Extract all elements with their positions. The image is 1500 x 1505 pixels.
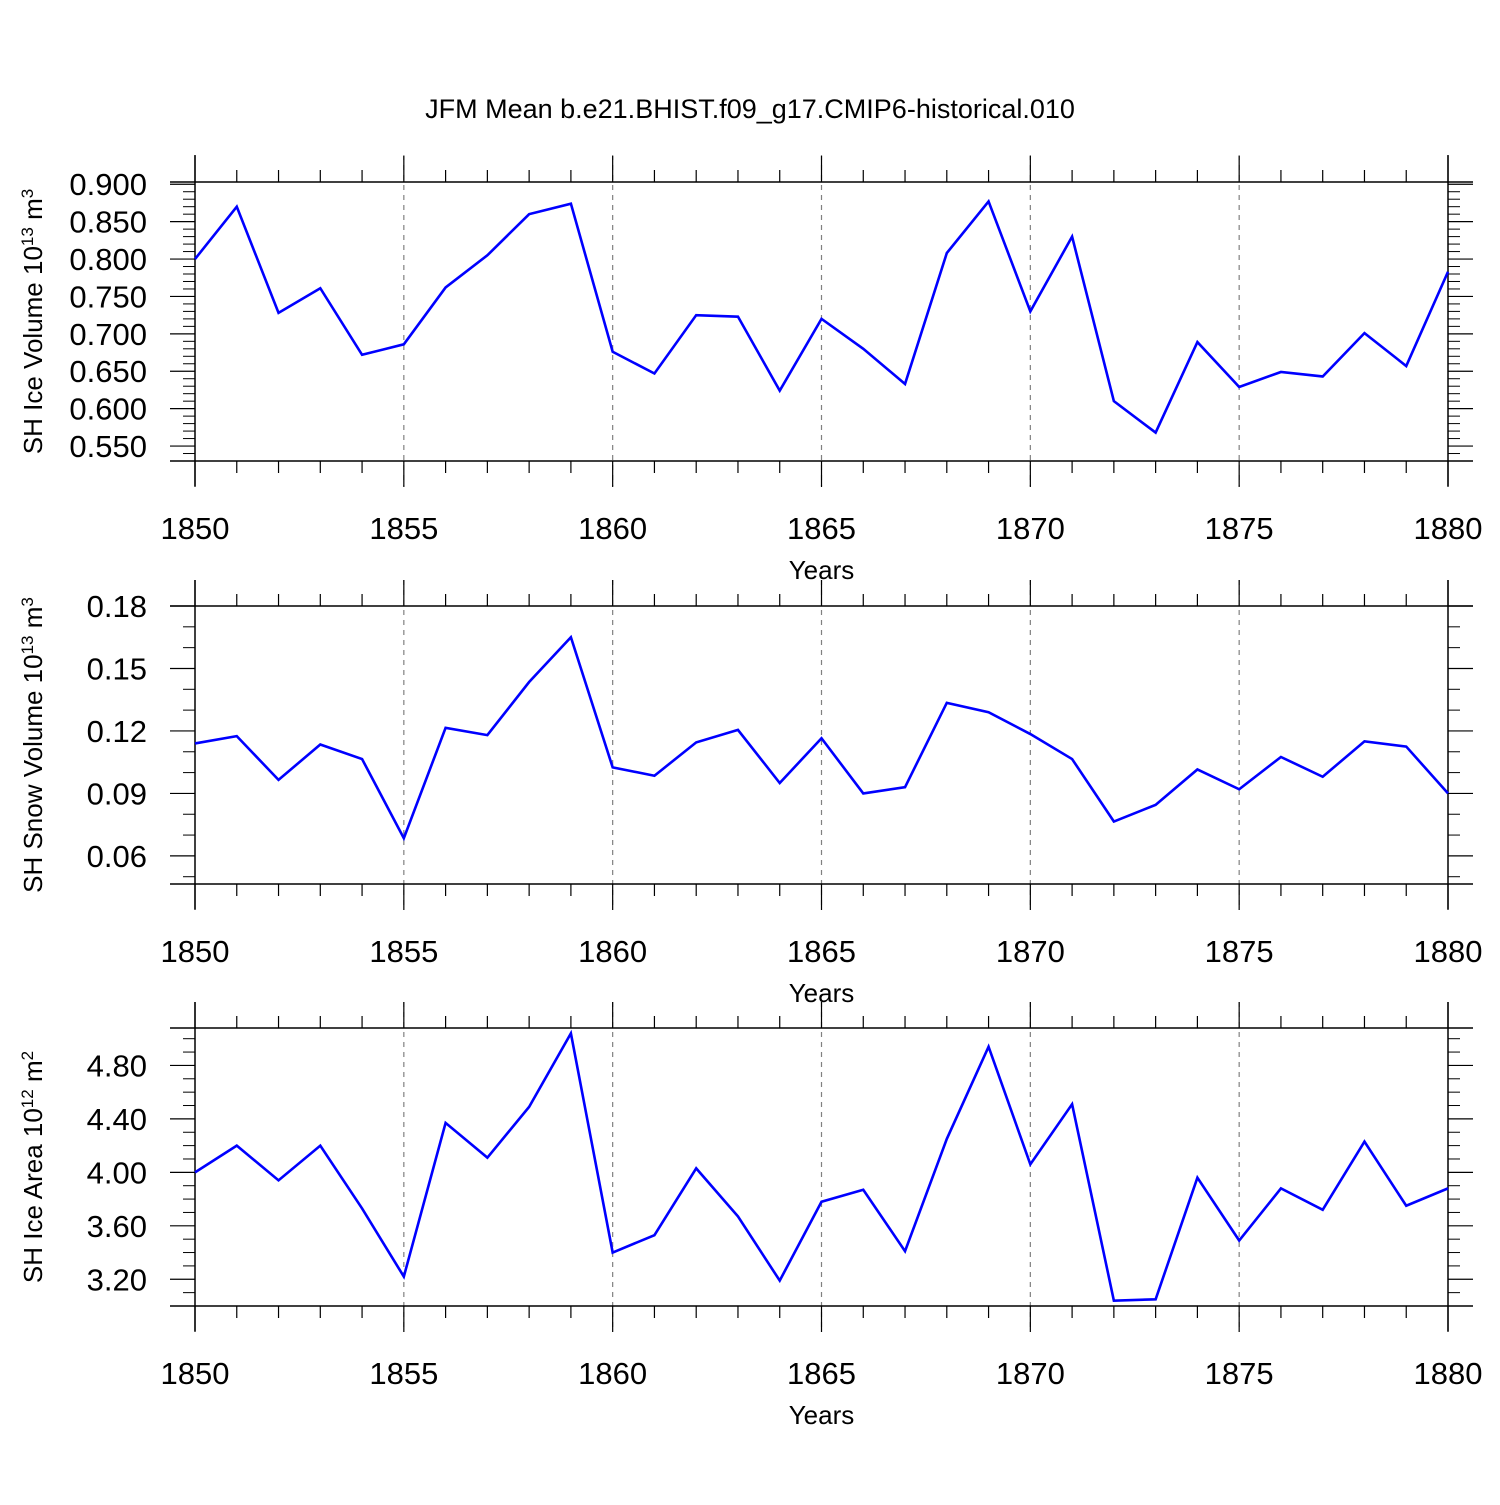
x-tick-label: 1855 [369,1356,438,1391]
y-tick-label: 0.550 [69,429,147,464]
x-tick-label: 1855 [369,934,438,969]
y-tick-label: 0.800 [69,242,147,277]
y-tick-label: 0.15 [87,651,147,686]
x-tick-label: 1880 [1414,511,1483,546]
y-axis-label: SH Snow Volume 1013 m3 [18,597,49,893]
y-tick-label: 3.20 [87,1262,147,1297]
y-axis-label-main: SH Ice Volume 10 [18,246,48,454]
x-tick-label: 1875 [1205,1356,1274,1391]
y-tick-label: 0.09 [87,776,147,811]
y-tick-label: 0.700 [69,317,147,352]
x-axis-label: Years [789,1400,855,1430]
y-axis-label-unit-exponent: 2 [18,1051,37,1060]
x-tick-label: 1880 [1414,934,1483,969]
x-tick-label: 1855 [369,511,438,546]
x-tick-label: 1880 [1414,1356,1483,1391]
x-tick-label: 1870 [996,934,1065,969]
y-tick-label: 0.18 [87,589,147,624]
y-axis-label-exponent: 13 [18,635,37,654]
y-axis-label-main: SH Ice Area 10 [18,1108,48,1283]
x-tick-label: 1865 [787,511,856,546]
y-axis-label-unit-exponent: 3 [18,189,37,198]
y-tick-label: 0.600 [69,392,147,427]
x-tick-label: 1860 [578,934,647,969]
x-tick-label: 1865 [787,1356,856,1391]
y-tick-label: 0.750 [69,279,147,314]
chart-title: JFM Mean b.e21.BHIST.f09_g17.CMIP6-histo… [425,94,1075,124]
y-axis-label-unit: m [18,198,48,227]
chart-panel-3: 1850 1855 1860 1865 1870 1875 1880 Years 3.20 3.6… [18,1002,1483,1430]
y-axis-label-unit: m [18,607,48,636]
y-axis-label-unit: m [18,1060,48,1089]
y-tick-label: 4.00 [87,1155,147,1190]
x-tick-label: 1870 [996,511,1065,546]
x-tick-label: 1865 [787,934,856,969]
y-axis-label-exponent: 13 [18,227,37,246]
y-axis-label: SH Ice Volume 1013 m3 [18,189,49,454]
y-tick-label: 4.40 [87,1102,147,1137]
x-tick-label: 1875 [1205,511,1274,546]
x-tick-label: 1850 [161,1356,230,1391]
x-tick-label: 1850 [161,511,230,546]
series-line-sh-snow-volume [195,637,1448,838]
x-tick-label: 1870 [996,1356,1065,1391]
y-tick-label: 0.900 [69,167,147,202]
y-axis-label-main: SH Snow Volume 10 [18,654,48,892]
y-axis-label-exponent: 12 [18,1089,37,1108]
y-tick-label: 0.650 [69,354,147,389]
x-tick-label: 1850 [161,934,230,969]
y-axis-label-unit-exponent: 3 [18,597,37,606]
y-axis-label: SH Ice Area 1012 m2 [18,1051,49,1283]
y-tick-label: 0.12 [87,714,147,749]
x-tick-label: 1860 [578,511,647,546]
x-tick-label: 1860 [578,1356,647,1391]
y-tick-label: 0.850 [69,205,147,240]
y-tick-label: 3.60 [87,1209,147,1244]
y-tick-label: 0.06 [87,839,147,874]
x-tick-label: 1875 [1205,934,1274,969]
y-tick-label: 4.80 [87,1048,147,1083]
